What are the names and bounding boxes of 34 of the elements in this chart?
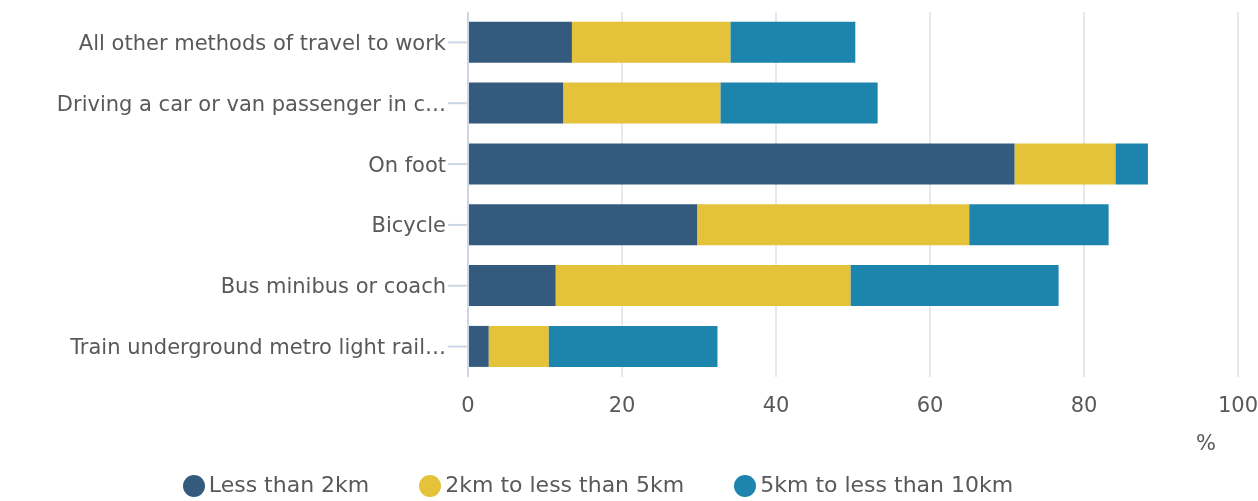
- bar: [850, 265, 1059, 307]
- y-tick-label: Bicycle: [371, 213, 446, 238]
- bar: [555, 265, 851, 307]
- bar: [468, 21, 572, 63]
- y-tick-label: Train underground metro light rail…: [69, 335, 446, 360]
- bar: [488, 325, 549, 367]
- y-tick-label: Bus minibus or coach: [220, 274, 446, 299]
- bar: [468, 325, 489, 367]
- bar: [468, 265, 556, 307]
- y-tick-label: All other methods of travel to work: [78, 30, 447, 55]
- y-tick-label: Driving a car or van passenger in c…: [56, 91, 446, 116]
- y-tick-label: On foot: [368, 152, 446, 177]
- bar: [468, 143, 1015, 185]
- bar: [697, 204, 970, 246]
- legend-label: 2km to less than 5km: [445, 472, 685, 497]
- x-tick-label: 20: [608, 392, 636, 417]
- bar: [548, 325, 718, 367]
- bar: [969, 204, 1109, 246]
- legend-label: 5km to less than 10km: [760, 472, 1014, 497]
- x-tick-label: 60: [916, 392, 944, 417]
- legend-label: Less than 2km: [208, 472, 370, 497]
- bar: [468, 82, 564, 124]
- x-tick-label: 100: [1217, 392, 1258, 417]
- bar: [720, 82, 878, 124]
- bar: [563, 82, 721, 124]
- x-tick-label: 80: [1070, 392, 1098, 417]
- x-tick-label: 0: [461, 392, 475, 417]
- bar: [1014, 143, 1116, 185]
- bar: [468, 204, 698, 246]
- x-axis-title: %: [1196, 431, 1216, 455]
- bar: [1115, 143, 1148, 185]
- bar: [730, 21, 856, 63]
- bar: [571, 21, 731, 63]
- x-tick-label: 40: [762, 392, 790, 417]
